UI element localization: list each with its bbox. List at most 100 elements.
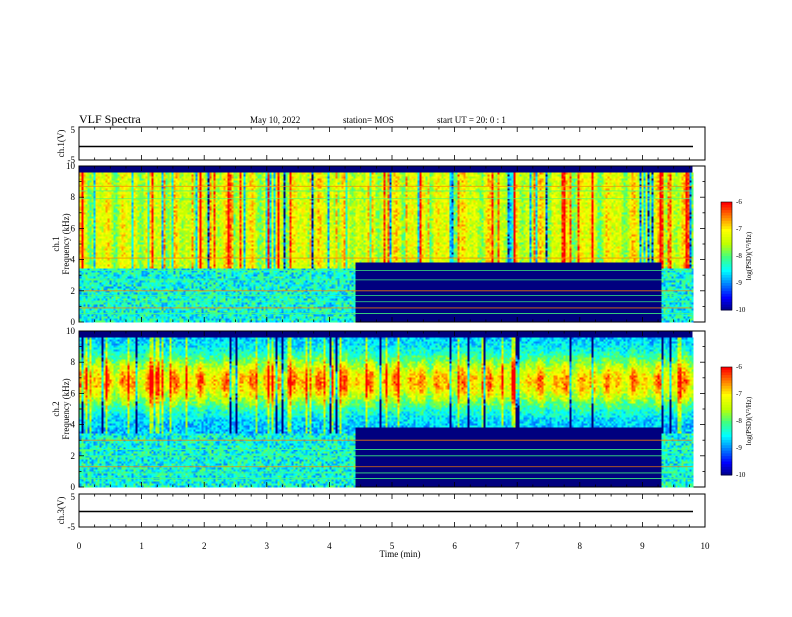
spectrogram-cell — [95, 288, 98, 291]
spectrogram-cell — [159, 316, 162, 319]
spectrogram-cell — [149, 244, 152, 247]
spectrogram-cell — [211, 252, 214, 255]
spectrogram-cell — [103, 218, 106, 221]
spectrogram-cell — [129, 248, 132, 251]
spectrogram-cell — [159, 260, 162, 263]
spectrogram-cell — [175, 320, 178, 323]
spectrogram-cell — [119, 220, 122, 223]
spectrogram-cell — [157, 214, 160, 217]
spectrogram-cell — [177, 202, 180, 205]
spectrogram-cell — [191, 200, 194, 203]
spectrogram-cell — [81, 288, 84, 291]
spectrogram-cell — [131, 298, 134, 301]
spectrogram-cell — [181, 174, 184, 177]
spectrogram-cell — [155, 188, 158, 191]
spectrogram-cell — [103, 320, 106, 323]
spectrogram-cell — [189, 214, 192, 217]
spectrogram-cell — [119, 262, 122, 265]
spectrogram-cell — [117, 196, 120, 199]
spectrogram-cell — [103, 188, 106, 191]
spectrogram-cell — [171, 240, 174, 243]
spectrogram-cell — [155, 264, 158, 267]
spectrogram-cell — [121, 286, 124, 289]
spectrogram-cell — [101, 320, 104, 323]
spectrogram-cell — [111, 196, 114, 199]
spectrogram-cell — [101, 204, 104, 207]
spectrogram-cell — [179, 178, 182, 181]
spectrogram-cell — [145, 182, 148, 185]
spectrogram-cell — [199, 282, 202, 285]
spectrogram-cell — [117, 310, 120, 313]
spectrogram-cell — [105, 222, 108, 225]
spectrogram-cell — [197, 212, 200, 215]
spectrogram-cell — [117, 288, 120, 291]
spectrogram-cell — [173, 226, 176, 229]
spectrogram-cell — [117, 188, 120, 191]
spectrogram-cell — [199, 176, 202, 179]
spectrogram-cell — [83, 284, 86, 287]
spectrogram-cell — [167, 298, 170, 301]
spectrogram-cell — [157, 174, 160, 177]
spectrogram-cell — [125, 276, 128, 279]
spectrogram-cell — [181, 274, 184, 277]
spectrogram-cell — [195, 292, 198, 295]
spectrogram-cell — [115, 284, 118, 287]
spectrogram-cell — [127, 216, 130, 219]
spectrogram-cell — [165, 176, 168, 179]
spectrogram-cell — [137, 280, 140, 283]
spectrogram-cell — [123, 212, 126, 215]
spectrogram-cell — [187, 272, 190, 275]
spectrogram-cell — [131, 256, 134, 259]
spectrogram-cell — [125, 192, 128, 195]
spectrogram-cell — [145, 286, 148, 289]
spectrogram-cell — [147, 280, 150, 283]
spectrogram-cell — [203, 228, 206, 231]
spectrogram-cell — [185, 250, 188, 253]
spectrogram-cell — [189, 252, 192, 255]
spectrogram-cell — [143, 228, 146, 231]
spectrogram-cell — [99, 226, 102, 229]
spectrogram-cell — [137, 284, 140, 287]
spectrogram-cell — [103, 252, 106, 255]
spectrogram-cell — [179, 276, 182, 279]
spectrogram-cell — [95, 242, 98, 245]
spectrogram-cell — [95, 192, 98, 195]
spectrogram-cell — [91, 198, 94, 201]
spectrogram-cell — [155, 288, 158, 291]
spectrogram-cell — [147, 228, 150, 231]
spectrogram-cell — [199, 224, 202, 227]
spectrogram-cell — [149, 316, 152, 319]
spectrogram-cell — [141, 286, 144, 289]
spectrogram-cell — [175, 224, 178, 227]
spectrogram-cell — [97, 284, 100, 287]
spectrogram-cell — [83, 186, 86, 189]
spectrogram-cell — [191, 228, 194, 231]
spectrogram-cell — [161, 220, 164, 223]
spectrogram-cell — [165, 314, 168, 317]
spectrogram-cell — [181, 316, 184, 319]
spectrogram-cell — [109, 262, 112, 265]
spectrogram-cell — [135, 256, 138, 259]
spectrogram-cell — [185, 290, 188, 293]
spectrogram-cell — [175, 316, 178, 319]
spectrogram-cell — [83, 240, 86, 243]
spectrogram-cell — [177, 274, 180, 277]
spectrogram-cell — [211, 250, 214, 253]
spectrogram-cell — [157, 304, 160, 307]
spectrogram-cell — [143, 222, 146, 225]
spectrogram-cell — [199, 218, 202, 221]
spectrogram-cell — [123, 196, 126, 199]
spectrogram-cell — [133, 228, 136, 231]
spectrogram-cell — [191, 240, 194, 243]
spectrogram-cell — [127, 270, 130, 273]
spectrogram-cell — [151, 286, 154, 289]
spectrogram-cell — [153, 196, 156, 199]
spectrogram-cell — [101, 216, 104, 219]
spectrogram-cell — [109, 268, 112, 271]
spectrogram-cell — [187, 204, 190, 207]
spectrogram-cell — [163, 196, 166, 199]
spectrogram-cell — [117, 224, 120, 227]
spectrogram-cell — [111, 316, 114, 319]
spectrogram-cell — [121, 272, 124, 275]
spectrogram-cell — [199, 298, 202, 301]
